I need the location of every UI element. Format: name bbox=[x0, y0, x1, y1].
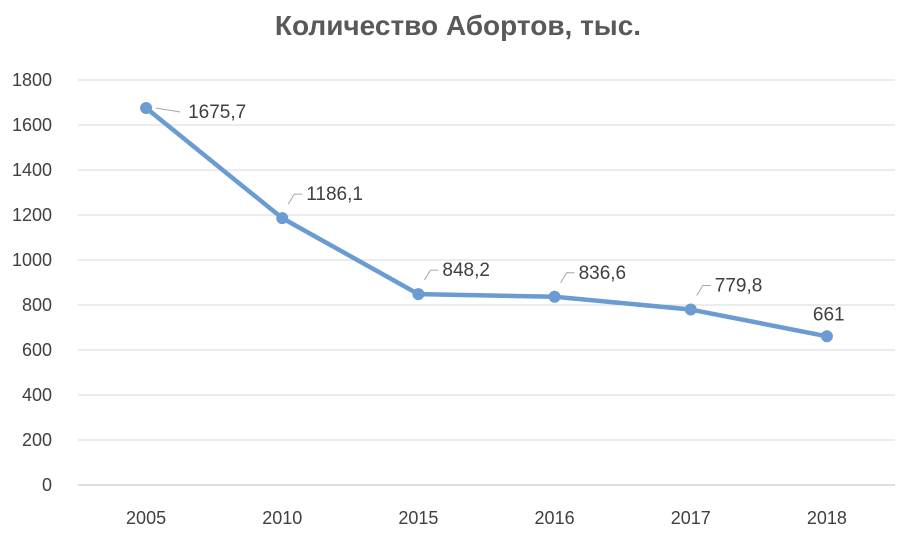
data-label: 661 bbox=[813, 304, 845, 325]
chart-title: Количество Абортов, тыс. bbox=[274, 10, 642, 41]
y-tick-label: 800 bbox=[22, 295, 52, 315]
data-label: 1186,1 bbox=[306, 184, 363, 205]
data-label: 848,2 bbox=[442, 260, 490, 281]
x-tick-label: 2015 bbox=[398, 508, 438, 528]
label-leader bbox=[156, 107, 181, 113]
y-tick-label: 1400 bbox=[12, 160, 52, 180]
label-leader bbox=[696, 285, 711, 296]
y-tick-label: 0 bbox=[42, 475, 52, 495]
label-leader bbox=[287, 193, 303, 205]
x-tick-label: 2017 bbox=[671, 508, 711, 528]
x-axis-ticks: 2005 2010 2015 2016 2017 2018 bbox=[126, 508, 847, 528]
y-tick-label: 1600 bbox=[12, 115, 52, 135]
gridlines bbox=[78, 79, 895, 486]
data-point bbox=[684, 303, 697, 316]
label-leader bbox=[423, 269, 439, 281]
x-tick-label: 2016 bbox=[535, 508, 575, 528]
label-leader bbox=[560, 272, 575, 284]
y-tick-label: 1800 bbox=[12, 70, 52, 90]
data-point bbox=[820, 330, 833, 343]
data-point bbox=[140, 101, 153, 114]
x-tick-label: 2010 bbox=[262, 508, 302, 528]
data-label: 1675,7 bbox=[188, 102, 246, 123]
y-tick-label: 200 bbox=[22, 430, 52, 450]
x-tick-label: 2005 bbox=[126, 508, 166, 528]
data-point bbox=[412, 288, 425, 301]
data-label: 779,8 bbox=[715, 276, 763, 297]
data-labels: 1675,7 1186,1 848,2 836,6 779,8 661 bbox=[188, 102, 845, 325]
series-line bbox=[140, 101, 833, 343]
data-point bbox=[276, 212, 289, 225]
label-leaders bbox=[156, 107, 711, 296]
y-tick-label: 400 bbox=[22, 385, 52, 405]
data-label: 836,6 bbox=[579, 263, 627, 284]
y-tick-label: 600 bbox=[22, 340, 52, 360]
series-line-path bbox=[143, 105, 830, 339]
x-tick-label: 2018 bbox=[807, 508, 847, 528]
y-tick-label: 1000 bbox=[12, 250, 52, 270]
y-axis-ticks: 0 200 400 600 800 1000 1200 1400 1600 1800 bbox=[12, 70, 52, 495]
y-tick-label: 1200 bbox=[12, 205, 52, 225]
data-point bbox=[548, 290, 561, 303]
